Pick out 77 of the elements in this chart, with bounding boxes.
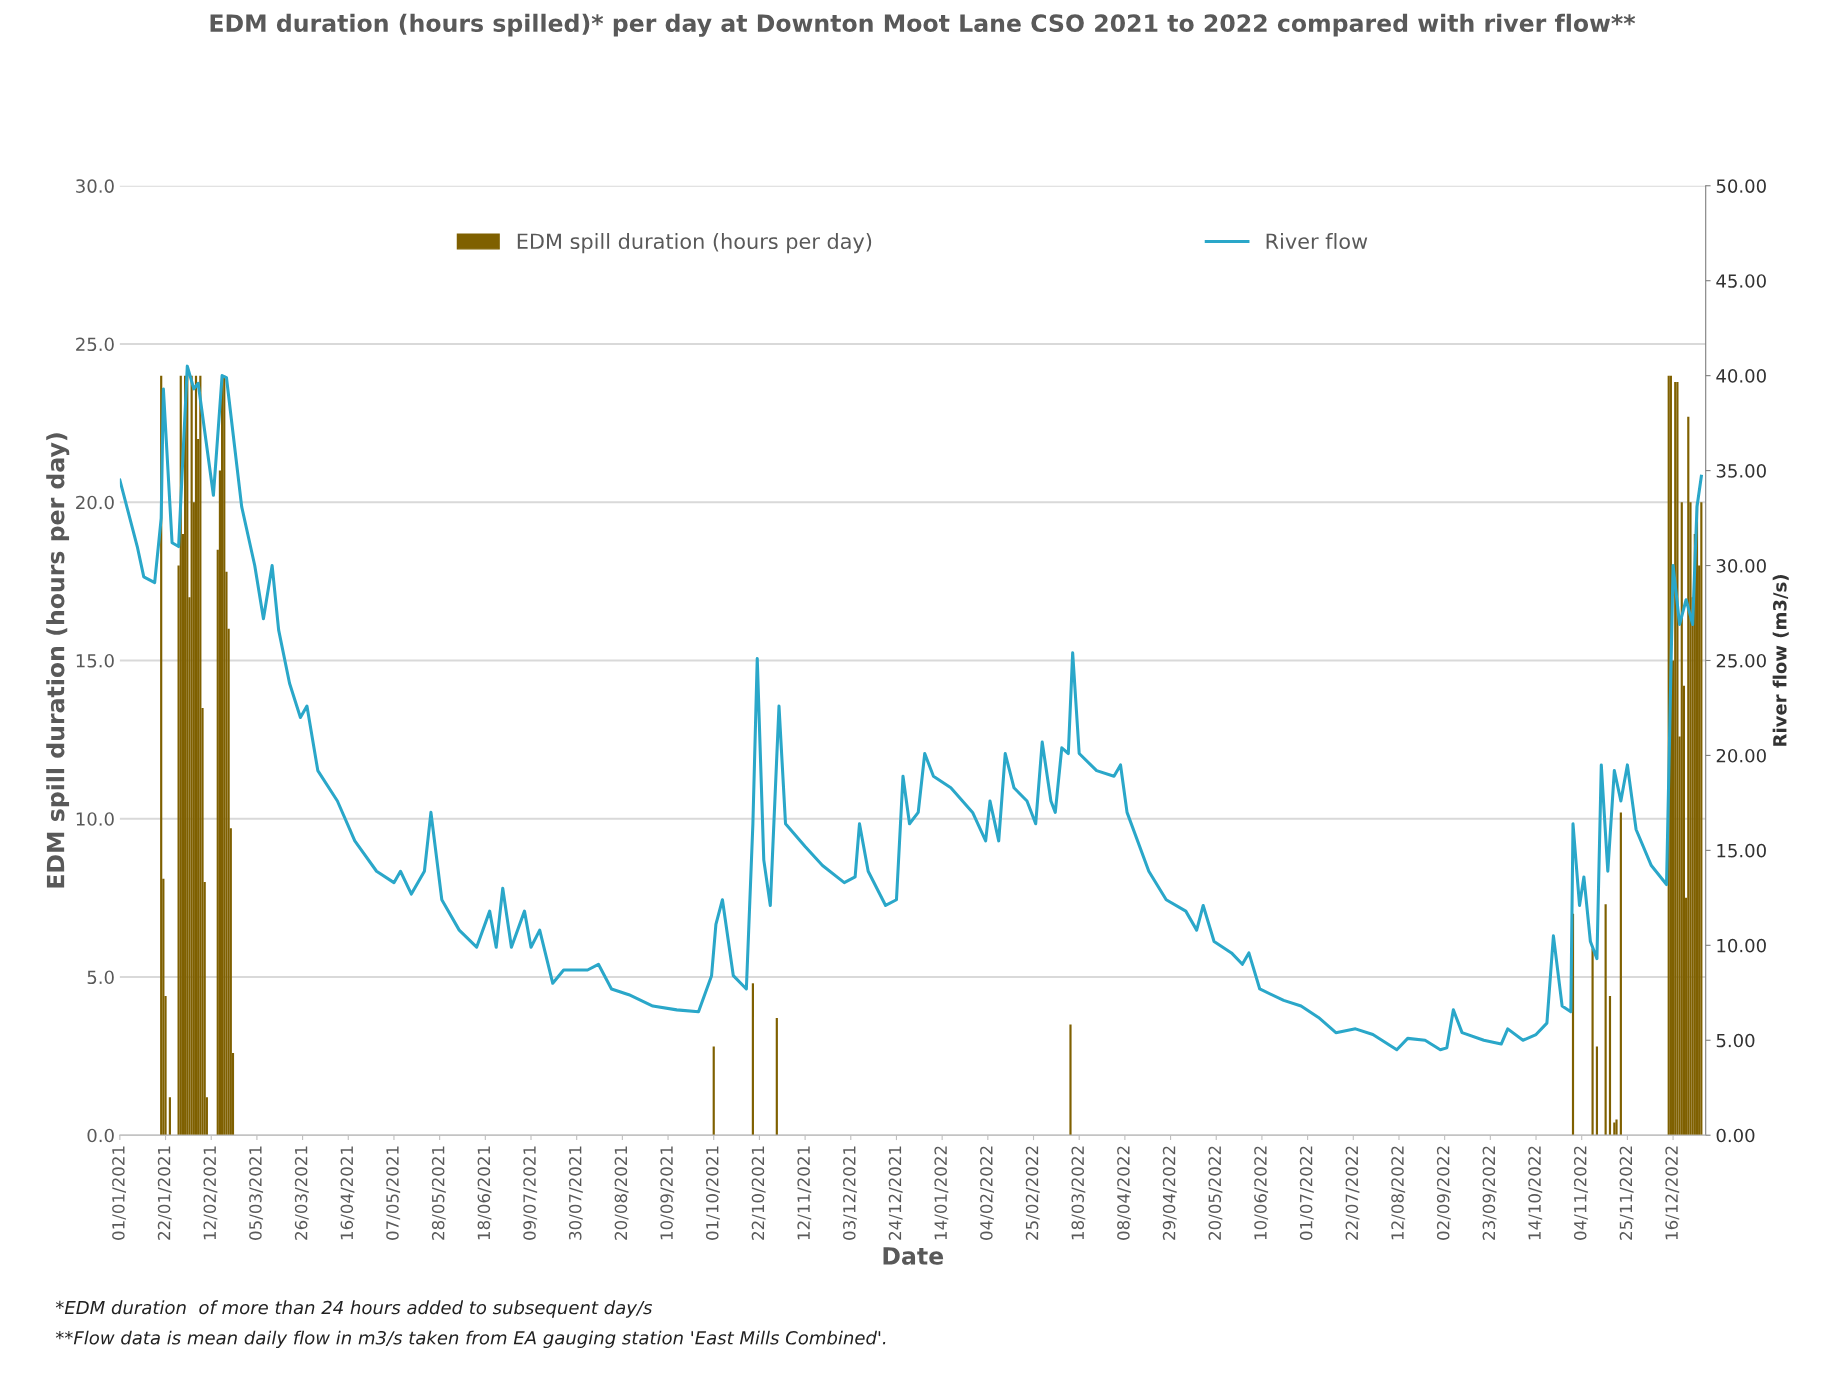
x-tick-label: 18/06/2021 <box>477 1146 492 1240</box>
y-tick-label: 15.0 <box>76 653 114 668</box>
y2-tick-label: 30.00 <box>1716 559 1766 573</box>
x-tick-label: 22/10/2021 <box>751 1146 766 1240</box>
x-tick-label: 07/05/2021 <box>386 1146 401 1240</box>
y2-tick-label: 20.00 <box>1716 748 1766 763</box>
bar <box>194 375 198 1136</box>
x-tick-label: 23/09/2022 <box>1482 1146 1497 1240</box>
x-tick-label: 14/01/2022 <box>934 1146 949 1240</box>
x-tick-label: 20/08/2021 <box>614 1146 629 1240</box>
x-tick-label: 02/09/2022 <box>1436 1146 1451 1240</box>
x-tick-label: 12/08/2022 <box>1391 1146 1406 1240</box>
y-tick-label: 5.0 <box>87 970 114 985</box>
x-tick-label: 01/10/2021 <box>705 1146 720 1240</box>
y-axis-title: EDM spill duration (hours per day) <box>46 433 70 888</box>
y2-tick-label: 25.00 <box>1716 653 1766 668</box>
bar <box>1680 502 1683 1136</box>
y-tick-label: 25.0 <box>76 337 114 352</box>
x-tick-label: 26/03/2021 <box>294 1146 309 1240</box>
x-tick-label: 01/01/2021 <box>112 1146 127 1240</box>
x-tick-label: 25/02/2022 <box>1025 1146 1040 1240</box>
y2-tick-label: 15.00 <box>1717 843 1766 858</box>
y2-tick-label: 45.00 <box>1716 274 1766 288</box>
bar <box>1069 1024 1072 1136</box>
x-tick-label: 22/07/2022 <box>1345 1146 1360 1240</box>
bar <box>1591 948 1594 1136</box>
legend-label: EDM spill duration (hours per day) <box>517 232 872 254</box>
x-tick-label: 10/09/2021 <box>660 1146 675 1240</box>
y-tick-label: 0.0 <box>87 1128 114 1143</box>
bar <box>190 375 193 1136</box>
x-axis-title: Date <box>883 1247 944 1265</box>
y2-tick-label: 5.00 <box>1716 1033 1755 1048</box>
x-tick-label: 04/02/2022 <box>980 1146 994 1240</box>
bar <box>1604 904 1607 1136</box>
bar <box>168 1097 171 1136</box>
x-tick-label: 24/12/2021 <box>888 1146 903 1240</box>
x-tick-label: 28/05/2021 <box>431 1146 446 1240</box>
x-tick-label: 08/04/2022 <box>1117 1146 1132 1240</box>
x-tick-label: 04/11/2022 <box>1573 1146 1588 1240</box>
text: **Flow data is mean daily flow in m3/s taken from EA gauging station 'East Mills Combined'. <box>55 1330 886 1349</box>
legend-label: River flow <box>1266 232 1368 250</box>
bar <box>775 1018 778 1136</box>
bar <box>751 983 754 1136</box>
line-series <box>119 364 1703 1052</box>
y-tick-label: 20.0 <box>76 495 114 510</box>
y2-tick-label: 50.00 <box>1716 179 1766 193</box>
x-tick-label: 03/12/2021 <box>843 1146 857 1240</box>
text: *EDM duration of more than 24 hours added to subsequent day/s <box>55 1300 653 1318</box>
x-tick-label: 12/11/2021 <box>797 1146 812 1240</box>
bar <box>1619 812 1622 1136</box>
y-tick-label: 30.0 <box>76 179 114 193</box>
x-tick-label: 12/02/2021 <box>203 1146 218 1240</box>
y2-tick-label: 10.00 <box>1717 938 1766 953</box>
x-tick-label: 20/05/2022 <box>1208 1146 1223 1240</box>
chart-title: EDM duration (hours spilled)* per day at Downton Moot Lane CSO 2021 to 2022 compared with river flow** <box>210 13 1636 37</box>
x-tick-label: 01/07/2022 <box>1299 1146 1314 1240</box>
bar <box>1700 502 1703 1136</box>
x-tick-label: 16/04/2021 <box>340 1146 355 1240</box>
x-tick-label: 09/07/2021 <box>523 1146 538 1240</box>
x-tick-label: 30/07/2021 <box>568 1146 583 1240</box>
x-tick-label: 16/12/2022 <box>1665 1146 1680 1240</box>
x-tick-label: 18/03/2022 <box>1071 1146 1086 1240</box>
x-tick-label: 29/04/2022 <box>1162 1146 1177 1240</box>
x-tick-label: 14/10/2022 <box>1528 1146 1543 1240</box>
y2-axis-title: River flow (m3/s) <box>1772 575 1789 746</box>
bar <box>712 1046 715 1136</box>
bar <box>1687 416 1690 1136</box>
x-tick-label: 05/03/2021 <box>249 1146 264 1240</box>
bar <box>1595 1046 1599 1136</box>
y2-tick-label: 35.00 <box>1716 464 1766 478</box>
bar <box>1608 995 1612 1136</box>
x-tick-label: 22/01/2021 <box>157 1146 172 1240</box>
y2-tick-label: 0.00 <box>1716 1128 1755 1143</box>
x-tick-label: 25/11/2022 <box>1619 1146 1634 1240</box>
y2-tick-label: 40.00 <box>1716 369 1766 383</box>
y-tick-label: 10.0 <box>76 812 114 826</box>
x-tick-label: 10/06/2022 <box>1254 1146 1269 1240</box>
